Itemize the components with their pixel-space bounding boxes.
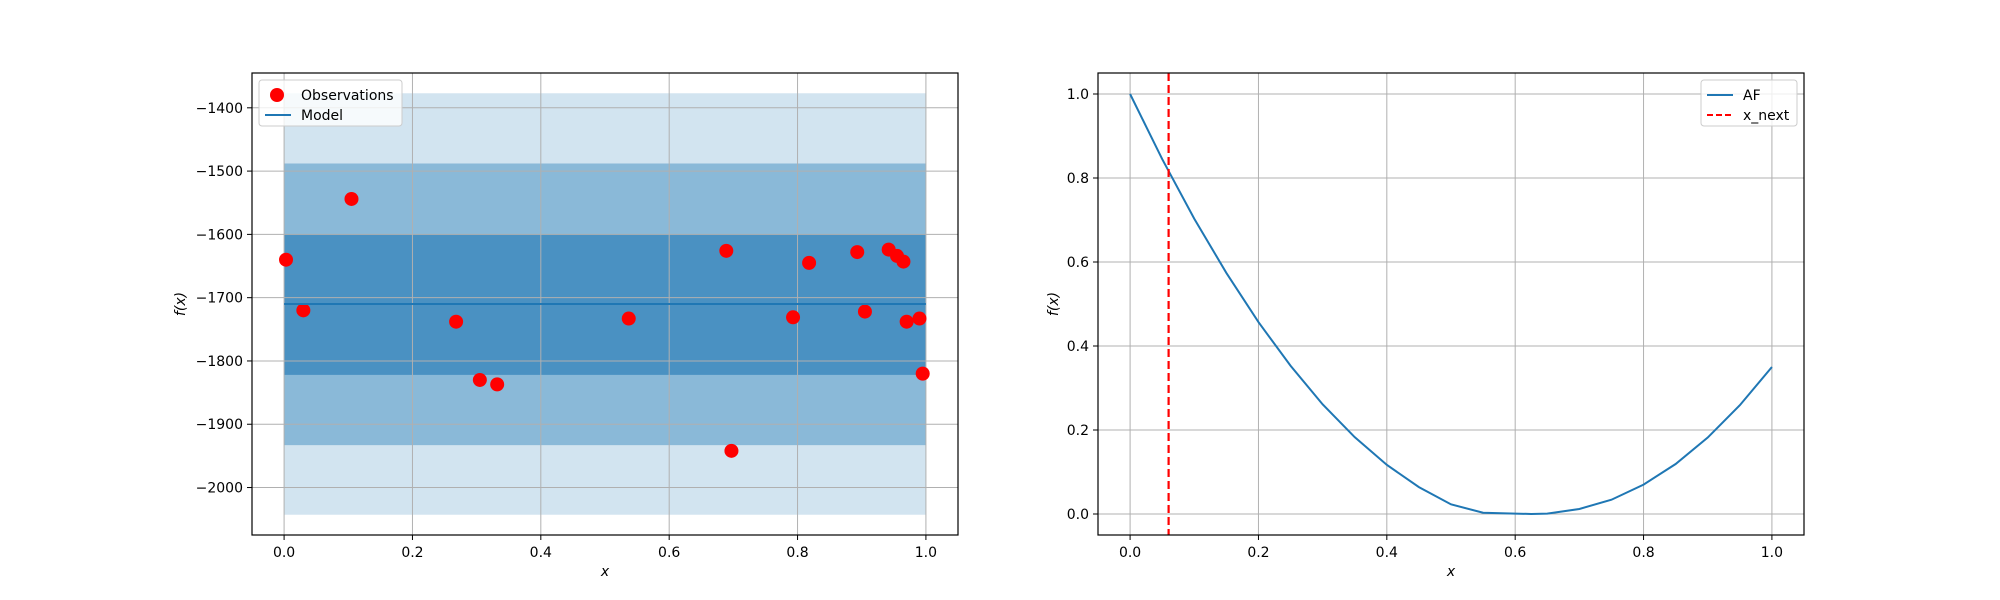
x-tick-label: 0.2: [401, 545, 423, 561]
x-tick-label: 0.6: [1504, 545, 1526, 561]
observation-point: [279, 252, 294, 267]
observation-point: [850, 245, 865, 260]
x-tick-label: 0.4: [530, 545, 552, 561]
observation-point: [490, 377, 505, 392]
observation-point: [719, 243, 734, 258]
observation-point: [857, 304, 872, 319]
x-tick-label: 0.4: [1376, 545, 1398, 561]
observation-point: [912, 311, 927, 326]
x-tick-label: 0.8: [1632, 545, 1654, 561]
legend-label-af: AF: [1743, 88, 1761, 104]
observation-point: [899, 314, 914, 329]
legend-marker-observations: [270, 88, 284, 102]
y-tick-label: −1600: [196, 227, 243, 243]
y-axis-label: f(x): [173, 292, 189, 316]
observation-point: [344, 191, 359, 206]
y-tick-label: −1700: [196, 291, 243, 307]
observation-point: [786, 310, 801, 325]
x-tick-label: 1.0: [915, 545, 937, 561]
y-tick-label: 0.6: [1067, 255, 1089, 271]
axes-frame: [251, 72, 959, 536]
observation-point: [896, 254, 911, 269]
series-line-af: [1129, 93, 1773, 516]
x-tick-label: 0.2: [1247, 545, 1269, 561]
observation-point: [621, 311, 636, 326]
observation-point: [915, 366, 930, 381]
x-tick-label: 0.6: [658, 545, 680, 561]
x-tick-label: 0.8: [786, 545, 808, 561]
chart-panel-2: 0.0 0.2 0.4 0.6 0.8 1.0 0.0 0.2 0.4 0.6 0.8 1.0 x f(x…: [1046, 72, 1805, 580]
series-observations: [279, 191, 930, 458]
grid: [1098, 73, 1804, 535]
y-tick-label: 0.4: [1067, 339, 1089, 355]
legend-label-model: Model: [301, 108, 343, 124]
y-axis-label: f(x): [1046, 292, 1062, 316]
observation-point: [296, 303, 311, 318]
legend-box: [258, 79, 403, 127]
observation-point: [724, 443, 739, 458]
y-tick-label: 0.8: [1067, 171, 1089, 187]
x-axis-label: x: [1446, 564, 1456, 580]
y-tick-label: −2000: [196, 481, 243, 497]
y-tick-label: −1800: [196, 354, 243, 370]
observation-point: [449, 314, 464, 329]
y-tick-label: −1900: [196, 417, 243, 433]
x-tick-label: 1.0: [1761, 545, 1783, 561]
legend: Observations Model: [258, 79, 403, 127]
legend-label-x-next: x_next: [1743, 108, 1790, 124]
x-axis-label: x: [600, 564, 610, 580]
y-tick-label: −1500: [196, 164, 243, 180]
chart-panel-1: 0.0 0.2 0.4 0.6 0.8 1.0 −1400 −1500 −1600 −1700 −1…: [173, 72, 959, 580]
observation-point: [802, 255, 817, 270]
x-tick-label: 0.0: [273, 545, 295, 561]
axes-frame: [1097, 72, 1805, 536]
y-tick-label: 1.0: [1067, 87, 1089, 103]
legend: AF x_next: [1700, 79, 1798, 127]
y-tick-label: −1400: [196, 101, 243, 117]
x-tick-label: 0.0: [1119, 545, 1141, 561]
y-tick-label: 0.2: [1067, 423, 1089, 439]
legend-label-observations: Observations: [301, 88, 394, 104]
observation-point: [472, 372, 487, 387]
y-tick-label: 0.0: [1067, 507, 1089, 523]
